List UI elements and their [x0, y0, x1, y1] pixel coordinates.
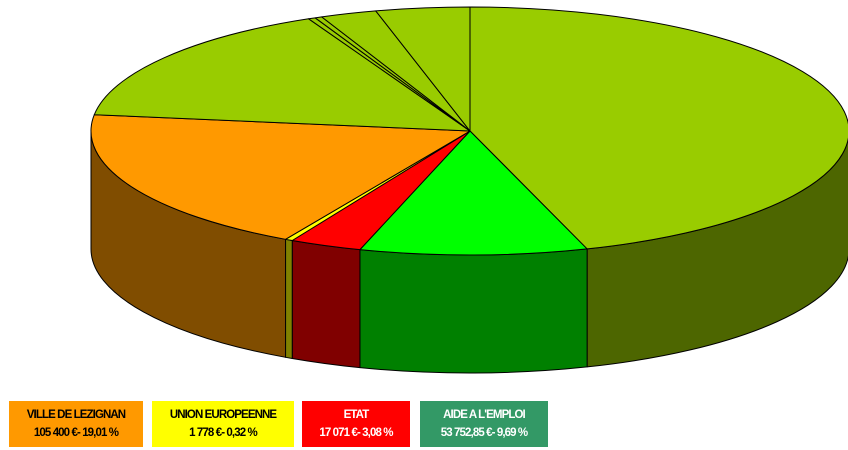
legend-ville-label: VILLE DE LEZIGNAN	[26, 409, 126, 421]
legend-aide-label: AIDE A L'EMPLOI	[443, 409, 526, 421]
pie-slice-side-3	[285, 238, 293, 360]
legend-aide-a-l-emploi: AIDE A L'EMPLOI 53 752,85 €- 9,69 %	[420, 401, 548, 447]
pie-slice-9	[375, 6, 471, 132]
legend-etat-label: ETAT	[343, 409, 370, 421]
pie-slice-4	[90, 114, 471, 240]
pie-slice-1	[359, 130, 588, 256]
pie-slice-side-1	[359, 248, 588, 374]
pie-slice-5	[93, 18, 471, 132]
legend-etat-value: 17 071 €- 3,08 %	[319, 427, 393, 439]
legend-aide-value: 53 752,85 €- 9,69 %	[440, 427, 528, 439]
legend-etat: ETAT 17 071 €- 3,08 %	[302, 401, 410, 447]
pie-slice-side-2	[291, 240, 361, 369]
pie-top-faces	[90, 6, 848, 256]
legend-ue-value: 1 778 €- 0,32 %	[189, 427, 258, 439]
legend-union-europeenne: UNION EUROPEENNE 1 778 €- 0,32 %	[152, 401, 294, 447]
legend-ville-value: 105 400 €- 19,01 %	[33, 427, 119, 439]
legend-ville-de-lezignan: VILLE DE LEZIGNAN 105 400 €- 19,01 %	[9, 401, 143, 447]
pie-slice-0	[469, 6, 848, 250]
legend-ue-label: UNION EUROPEENNE	[169, 409, 277, 421]
